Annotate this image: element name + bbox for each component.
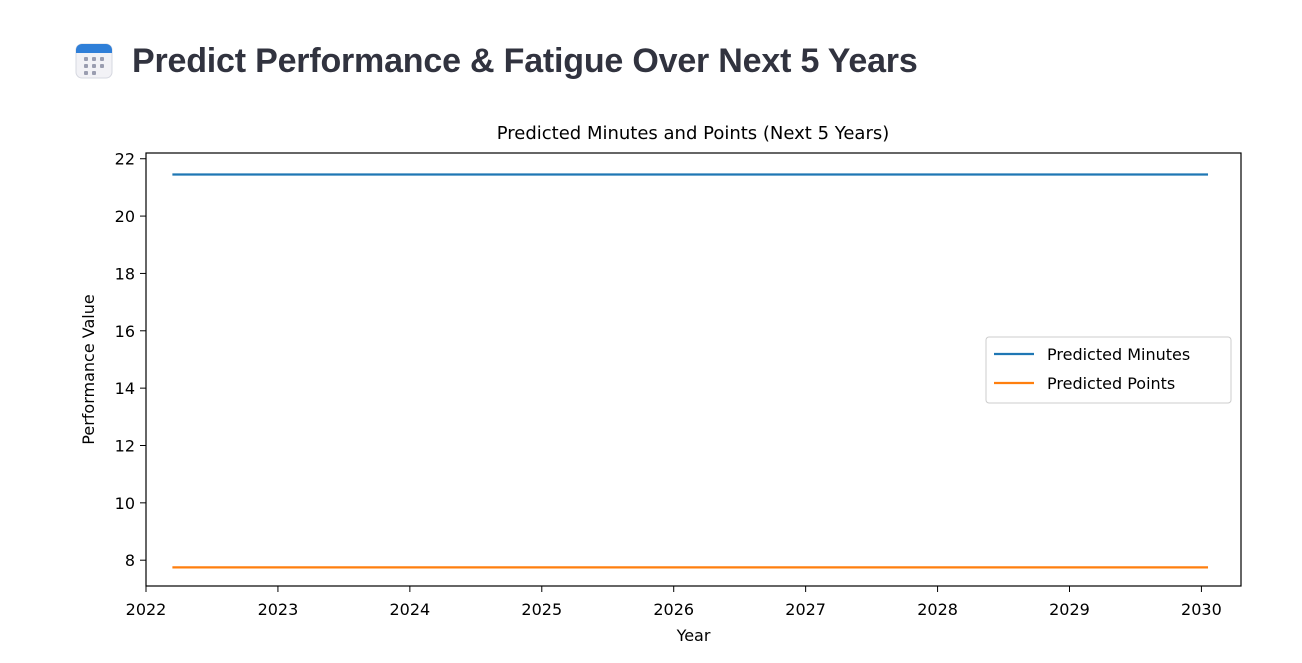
legend: Predicted Minutes Predicted Points xyxy=(985,336,1232,404)
plot-frame xyxy=(145,152,1242,587)
y-tick-label: 10 xyxy=(115,494,135,513)
x-axis: 2022 2023 2024 2025 2026 2027 2028 2029 2030 xyxy=(126,586,1222,619)
y-tick-label: 12 xyxy=(115,436,135,455)
x-tick-label: 2030 xyxy=(1181,600,1222,619)
legend-box xyxy=(985,336,1232,404)
x-tick-label: 2024 xyxy=(389,600,430,619)
x-tick-label: 2025 xyxy=(521,600,562,619)
legend-label: Predicted Points xyxy=(1047,374,1175,393)
x-tick-label: 2023 xyxy=(258,600,299,619)
series-lines xyxy=(172,173,1209,569)
y-axis: 8 10 12 14 16 18 20 22 xyxy=(115,150,146,570)
x-tick-label: 2028 xyxy=(917,600,958,619)
chart-title: Predicted Minutes and Points (Next 5 Yea… xyxy=(497,123,890,144)
y-tick-label: 22 xyxy=(115,150,135,169)
y-tick-label: 18 xyxy=(115,264,135,283)
y-tick-label: 8 xyxy=(125,551,135,570)
page-title: Predict Performance & Fatigue Over Next … xyxy=(132,41,918,80)
y-tick-label: 14 xyxy=(115,379,135,398)
x-tick-label: 2026 xyxy=(653,600,694,619)
y-tick-label: 20 xyxy=(115,207,135,226)
page-header: Predict Performance & Fatigue Over Next … xyxy=(74,36,918,86)
legend-label: Predicted Minutes xyxy=(1047,345,1190,364)
y-axis-label: Performance Value xyxy=(79,294,98,444)
x-axis-label: Year xyxy=(676,626,711,645)
x-tick-label: 2029 xyxy=(1049,600,1090,619)
x-tick-label: 2027 xyxy=(785,600,826,619)
y-tick-label: 16 xyxy=(115,322,135,341)
calendar-icon xyxy=(75,43,113,79)
x-tick-label: 2022 xyxy=(126,600,167,619)
